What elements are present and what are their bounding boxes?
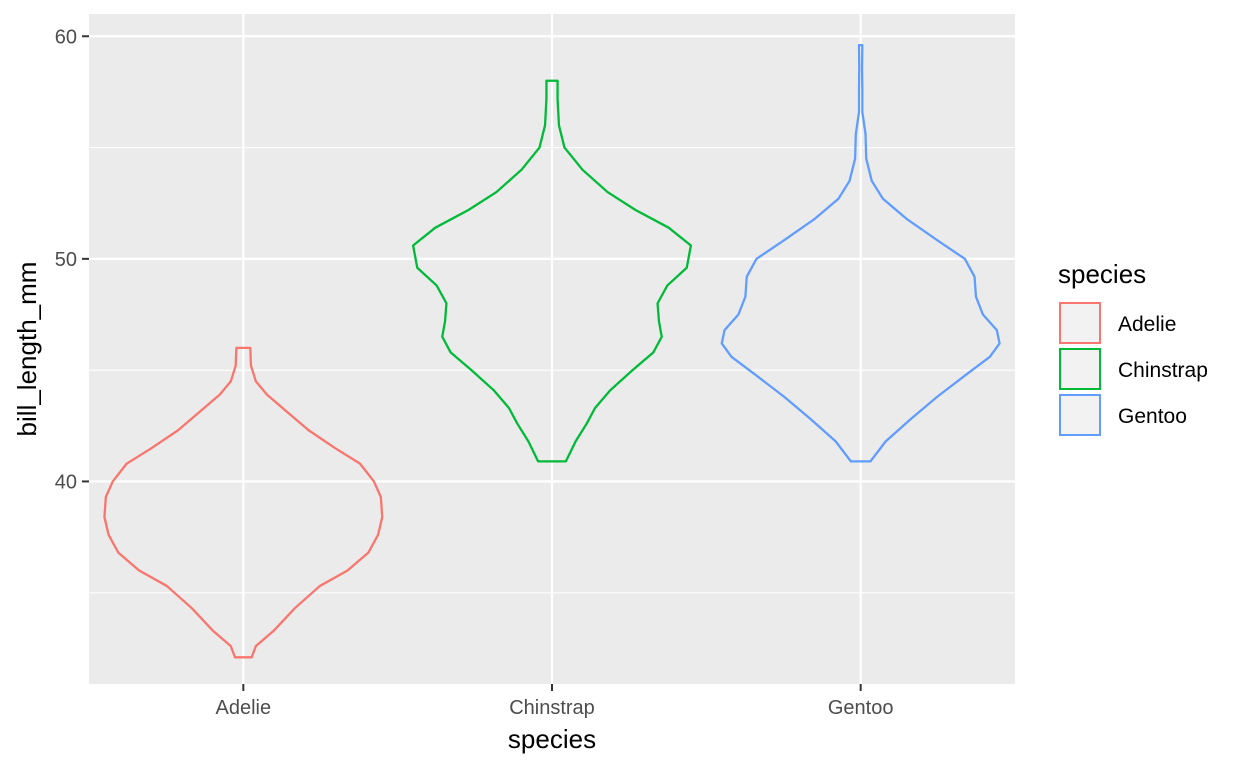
major-gridlines xyxy=(89,14,1015,684)
violin-gentoo xyxy=(720,44,1001,463)
x-tick-label: Gentoo xyxy=(828,697,894,719)
x-tick-label: Chinstrap xyxy=(509,697,595,719)
legend-label: Adelie xyxy=(1118,313,1176,336)
violins xyxy=(103,44,1001,659)
y-axis-title: bill_length_mm xyxy=(12,262,42,437)
violin-chinstrap xyxy=(411,79,693,463)
legend-key-adelie xyxy=(1059,302,1101,344)
legend: species Adelie Chinstrap Gentoo xyxy=(1058,259,1208,436)
y-axis: 40 50 60 xyxy=(55,26,89,493)
x-axis: Adelie Chinstrap Gentoo xyxy=(216,684,894,719)
legend-title: species xyxy=(1058,259,1146,289)
y-tick-label: 40 xyxy=(55,471,77,493)
legend-key-chinstrap xyxy=(1059,348,1101,390)
x-tick-label: Adelie xyxy=(216,697,272,719)
violin-adelie xyxy=(103,346,384,659)
legend-key-gentoo xyxy=(1059,394,1101,436)
x-axis-title: species xyxy=(508,724,596,754)
legend-label: Gentoo xyxy=(1118,405,1187,428)
legend-label: Chinstrap xyxy=(1118,359,1208,382)
y-tick-label: 60 xyxy=(55,26,77,48)
y-tick-label: 50 xyxy=(55,249,77,271)
